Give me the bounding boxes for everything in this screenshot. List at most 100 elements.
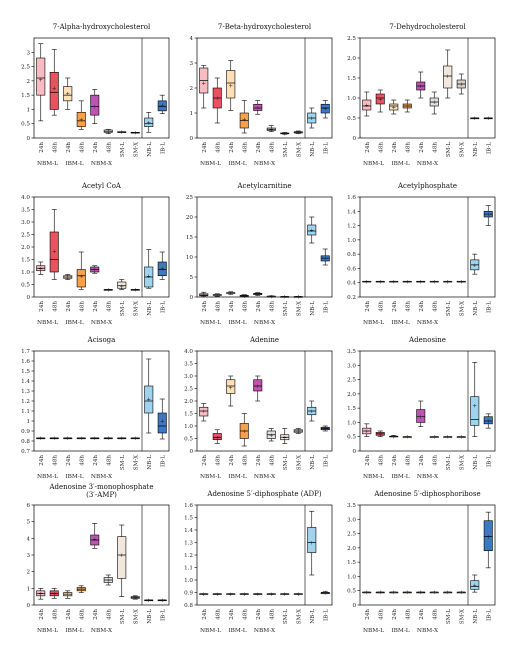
x-tick-label: 24h bbox=[39, 609, 45, 620]
x-tick-label: SM-X bbox=[296, 142, 302, 157]
y-tick-label: 0 bbox=[352, 449, 356, 455]
y-tick-label: 3 bbox=[26, 50, 30, 56]
box-body bbox=[157, 261, 167, 277]
mean-marker: + bbox=[391, 105, 396, 111]
x-tick-label: IB-L bbox=[323, 609, 329, 621]
y-tick-label: 2.0 bbox=[347, 392, 356, 398]
box-5: + bbox=[253, 592, 263, 598]
x-tick-label: SM-L bbox=[120, 609, 126, 624]
box-9: + bbox=[470, 253, 480, 275]
y-tick-label: 1.7 bbox=[21, 349, 30, 355]
y-tick-label: 2.0 bbox=[21, 245, 30, 251]
box-body bbox=[389, 103, 399, 111]
x-tick-label: 24h bbox=[392, 142, 398, 153]
x-tick-label: NB-L bbox=[310, 455, 316, 470]
box-5: + bbox=[416, 71, 426, 99]
x-tick-label: 24h bbox=[419, 455, 425, 466]
y-tick-label: 1.6 bbox=[184, 503, 193, 509]
x-tick-label: 24h bbox=[202, 142, 208, 153]
box-4: + bbox=[239, 592, 249, 598]
mean-marker: + bbox=[38, 591, 43, 597]
mean-marker: + bbox=[472, 263, 477, 269]
x-tick-label: 24h bbox=[93, 142, 99, 153]
mean-marker: + bbox=[459, 279, 464, 285]
x-tick-label: SM-X bbox=[296, 301, 302, 316]
mean-marker: + bbox=[282, 435, 287, 441]
mean-marker: + bbox=[378, 97, 383, 103]
plot-frame bbox=[359, 196, 496, 298]
mean-marker: + bbox=[364, 279, 369, 285]
y-tick-label: 1.0 bbox=[184, 578, 193, 584]
x-tick-label: 48h bbox=[215, 301, 221, 312]
group-label: IBM-L bbox=[65, 474, 83, 480]
y-tick-label: 0.4 bbox=[347, 281, 356, 287]
x-tick-label: NB-L bbox=[473, 455, 479, 470]
box-7: + bbox=[280, 295, 290, 301]
box-6: + bbox=[103, 574, 113, 586]
x-tick-label: SM-X bbox=[133, 142, 139, 157]
x-tick-label: 24h bbox=[256, 609, 262, 620]
y-tick-label: 1.6 bbox=[347, 195, 356, 201]
mean-marker: + bbox=[119, 553, 124, 559]
y-tick-label: 1.1 bbox=[184, 566, 193, 572]
box-7: + bbox=[280, 592, 290, 598]
y-tick-label: 0.5 bbox=[184, 437, 193, 443]
y-tick-label: 0.5 bbox=[347, 589, 356, 595]
mean-marker: + bbox=[160, 419, 165, 425]
box-body bbox=[470, 396, 480, 426]
x-tick-label: NB-L bbox=[310, 301, 316, 316]
box-1: + bbox=[362, 91, 372, 117]
x-tick-label: IB-L bbox=[323, 301, 329, 313]
mean-marker: + bbox=[119, 130, 124, 136]
box-body bbox=[416, 409, 426, 423]
mean-marker: + bbox=[269, 127, 274, 133]
box-3: + bbox=[226, 375, 236, 407]
x-tick-label: SM-L bbox=[446, 609, 452, 624]
chart-panel: Adenosine 5′-diphosphoribose 0 0.5 1.0 1.5 2.… bbox=[347, 490, 496, 634]
box-4: + bbox=[402, 435, 412, 441]
box-9: + bbox=[144, 358, 154, 434]
x-tick-label: 48h bbox=[52, 609, 58, 620]
x-tick-label: IB-L bbox=[486, 609, 492, 621]
box-3: + bbox=[226, 60, 236, 111]
group-label: NBM-L bbox=[200, 161, 221, 167]
box-body bbox=[117, 281, 127, 289]
x-tick-label: IB-L bbox=[323, 142, 329, 154]
box-8: + bbox=[293, 428, 303, 435]
box-8: + bbox=[293, 295, 303, 301]
x-tick-label: 24h bbox=[365, 455, 371, 466]
mean-marker: + bbox=[418, 279, 423, 285]
y-tick-label: 5 bbox=[26, 520, 30, 526]
box-body bbox=[307, 527, 317, 553]
x-tick-label: 48h bbox=[269, 455, 275, 466]
y-tick-label: 6 bbox=[26, 503, 30, 509]
y-tick-label: 0.8 bbox=[184, 603, 193, 609]
box-10: + bbox=[320, 248, 330, 266]
mean-marker: + bbox=[296, 592, 301, 598]
mean-marker: + bbox=[146, 274, 151, 280]
x-tick-label: 24h bbox=[39, 142, 45, 153]
chart-subtitle: (3′-AMP) bbox=[86, 491, 117, 499]
y-tick-label: 0.9 bbox=[21, 429, 30, 435]
x-tick-label: 24h bbox=[419, 142, 425, 153]
box-body bbox=[307, 224, 317, 236]
y-tick-label: 0.7 bbox=[21, 449, 30, 455]
y-tick-label: 0 bbox=[26, 295, 30, 301]
box-2: + bbox=[212, 293, 222, 299]
box-9: + bbox=[470, 116, 480, 122]
group-label: NBM-X bbox=[417, 474, 439, 480]
group-label: NBM-X bbox=[254, 320, 276, 326]
box-body bbox=[470, 580, 480, 590]
mean-marker: + bbox=[65, 92, 70, 98]
y-tick-label: 1.5 bbox=[184, 516, 193, 522]
mean-marker: + bbox=[391, 590, 396, 596]
x-tick-label: 48h bbox=[432, 609, 438, 620]
y-tick-label: 1.6 bbox=[21, 359, 30, 365]
box-6: + bbox=[429, 91, 439, 115]
group-label: NBM-L bbox=[200, 474, 221, 480]
x-tick-label: 24h bbox=[392, 609, 398, 620]
mean-marker: + bbox=[228, 84, 233, 90]
group-label: IBM-L bbox=[228, 474, 246, 480]
group-label: NBM-L bbox=[200, 320, 221, 326]
mean-marker: + bbox=[79, 587, 84, 593]
